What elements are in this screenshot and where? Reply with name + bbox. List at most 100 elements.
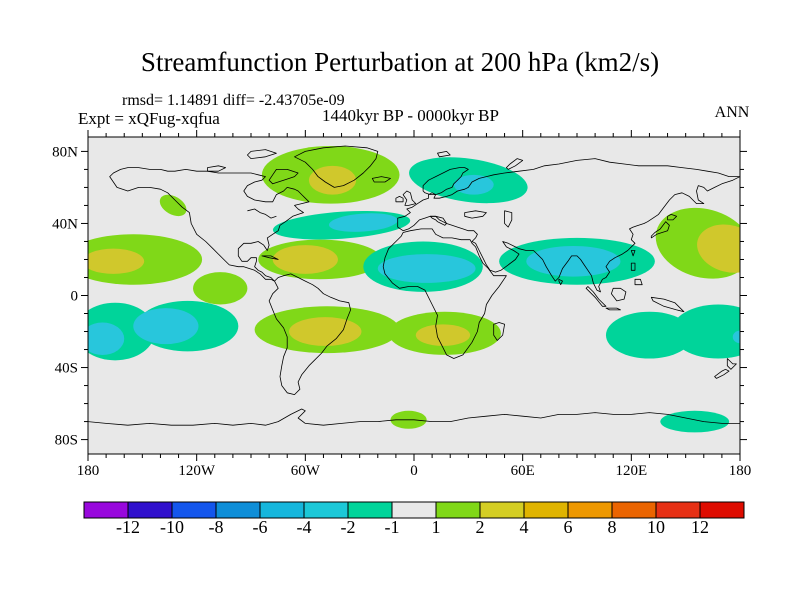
colorbar-segment-7	[391, 501, 437, 519]
colorbar-label-10: 10	[647, 517, 665, 537]
contour-cam-pacific	[193, 272, 248, 305]
coastline	[650, 296, 685, 313]
coastline	[268, 273, 351, 395]
colorbar-label--4: -4	[297, 517, 312, 537]
colorbar-segment-13	[655, 501, 701, 519]
colorbar-segment-9	[479, 501, 525, 519]
map-background	[88, 137, 740, 454]
coastline	[504, 210, 513, 228]
lon-label-180--180: 180	[77, 463, 100, 479]
coastline	[493, 322, 505, 341]
experiment-label: Expt = xQFug-xqfua	[78, 109, 220, 128]
colorbar-label-2: 2	[476, 517, 485, 537]
lon-label-60W--60: 60W	[291, 463, 321, 479]
colorbar-segment-11	[567, 501, 613, 519]
contour-s-asia-core	[526, 245, 621, 277]
coastline	[422, 167, 469, 195]
coastline	[585, 286, 607, 307]
colorbar-label--8: -8	[209, 517, 224, 537]
season-label: ANN	[714, 104, 750, 121]
contour-australia-west	[605, 311, 693, 359]
colorbar-label-6: 6	[564, 517, 573, 537]
colorbar-label-8: 8	[608, 517, 617, 537]
colorbar-segment-10	[523, 501, 569, 519]
lat-label-0: 0	[71, 289, 79, 305]
coastline	[207, 165, 226, 172]
colorbar-segment-8	[435, 501, 481, 519]
contour-australia-east	[671, 304, 740, 359]
contour-bc-coast	[159, 194, 187, 217]
contour-australia-core	[732, 330, 740, 344]
coastline	[650, 221, 670, 239]
contour-s-america-core	[289, 317, 362, 346]
coastline	[247, 149, 277, 159]
lat-label-80N: 80N	[52, 144, 78, 160]
colorbar-label--1: -1	[385, 517, 400, 537]
coastline	[714, 368, 730, 379]
lon-label-120W--120: 120W	[178, 463, 216, 479]
lat-label-80S: 80S	[55, 433, 78, 449]
colorbar: -12 -10 -8 -6 -4 -2 -1 1 2 4 6 8 10 12	[83, 501, 745, 537]
contour-greenland-core	[308, 165, 357, 195]
coastline	[506, 158, 524, 170]
colorbar-segment-1	[127, 501, 173, 519]
coastline	[294, 145, 379, 188]
lon-label-0-0: 0	[410, 463, 418, 479]
colorbar-segment-12	[611, 501, 657, 519]
contour-s-africa-core	[415, 324, 471, 346]
colorbar-label-12: 12	[691, 517, 709, 537]
contour-ne-pacific-core	[88, 248, 145, 274]
coastline	[397, 158, 740, 293]
colorbar-label--6: -6	[253, 517, 268, 537]
contour-fills	[88, 146, 740, 433]
colorbar-label--2: -2	[341, 517, 356, 537]
contour-s-pacific-core-west	[88, 322, 125, 355]
coastline	[605, 307, 621, 311]
colorbar-label-1: 1	[432, 517, 441, 537]
coastlines	[88, 145, 740, 426]
coastline	[268, 169, 299, 185]
colorbar-segment-4	[259, 501, 305, 519]
colorbar-segment-3	[215, 501, 261, 519]
lon-label-60E-60: 60E	[511, 463, 535, 479]
coastline	[726, 358, 737, 370]
colorbar-segment-2	[171, 501, 217, 519]
axis-ticks	[81, 130, 747, 461]
contour-caribbean-core	[272, 245, 338, 274]
colorbar-label--10: -10	[160, 517, 184, 537]
coastline	[558, 278, 563, 286]
contour-n-atlantic-core	[328, 213, 398, 232]
coastline	[667, 214, 677, 221]
coastline	[630, 250, 636, 257]
coastline	[634, 278, 643, 286]
coastline	[611, 287, 627, 302]
lat-label-40N: 40N	[52, 216, 78, 232]
coastline	[437, 151, 451, 158]
period-label: 1440kyr BP - 0000kyr BP	[322, 106, 499, 125]
contour-nw-pacific-core	[697, 224, 740, 273]
colorbar-segment-14	[699, 501, 745, 519]
colorbar-segment-5	[303, 501, 349, 519]
coastline	[382, 228, 507, 359]
coastline	[402, 190, 417, 206]
lon-label-120E-120: 120E	[615, 463, 647, 479]
colorbar-label--12: -12	[116, 517, 140, 537]
stats-line: rmsd= 1.14891 diff= -2.43705e-09	[122, 92, 345, 109]
coastline	[395, 196, 404, 203]
contour-s-pacific-core-east	[133, 308, 199, 345]
contour-n-africa-core	[377, 254, 476, 283]
coastline	[247, 208, 277, 219]
chart-title: Streamfunction Perturbation at 200 hPa (…	[140, 47, 660, 77]
coastline	[464, 210, 487, 219]
colorbar-segment-6	[347, 501, 393, 519]
coastline	[261, 255, 279, 260]
lat-label-40S: 40S	[55, 361, 78, 377]
coastline	[88, 408, 740, 426]
lon-label-180-180: 180	[729, 463, 752, 479]
coastline	[630, 262, 636, 271]
contour-antarctic-ross	[660, 410, 730, 433]
coastline	[429, 215, 447, 226]
colorbar-segment-0	[83, 501, 129, 519]
